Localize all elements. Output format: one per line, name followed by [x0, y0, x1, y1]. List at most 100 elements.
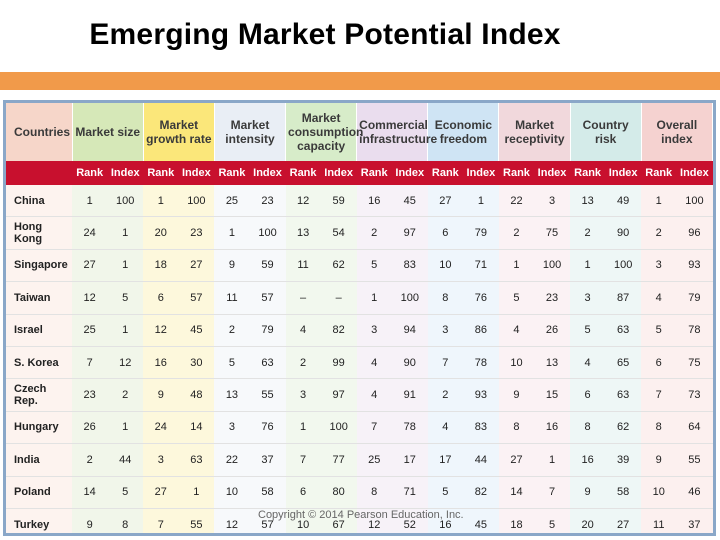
header-market-intensity: Market intensity	[214, 103, 287, 161]
rank-cell: 4	[641, 281, 677, 315]
index-cell: 75	[534, 216, 571, 250]
rank-cell: 12	[285, 185, 321, 218]
rank-cell: 3	[143, 443, 179, 477]
index-cell: 39	[605, 443, 642, 477]
index-cell: 83	[391, 249, 428, 283]
index-cell: 52	[391, 508, 428, 533]
rank-cell: 10	[427, 249, 463, 283]
rank-cell: 3	[427, 314, 463, 347]
table-row: China 1 100 1 100 25 23 12 59 16 45 27 1 22 3 13 49 1 100	[6, 185, 713, 218]
index-cell: 79	[462, 216, 499, 250]
index-cell: 45	[391, 185, 428, 218]
index-cell: 94	[391, 314, 428, 347]
index-cell: 2	[107, 378, 144, 412]
rank-cell: 7	[356, 411, 392, 445]
table-row: Poland 14 5 27 1 10 58 6 80 8 71 5 82 14 7 9 58 10 46	[6, 476, 713, 509]
index-cell: 100	[107, 185, 144, 218]
rank-cell: 1	[641, 185, 677, 218]
index-cell: –	[320, 281, 357, 315]
index-cell: 76	[249, 411, 286, 445]
rank-cell: 1	[570, 249, 606, 283]
index-cell: 62	[320, 249, 357, 283]
rank-cell: 12	[214, 508, 250, 533]
rank-cell: 6	[427, 216, 463, 250]
rank-cell: 10	[214, 476, 250, 509]
rank-cell: 27	[72, 249, 108, 283]
index-cell: 23	[178, 216, 215, 250]
rank-cell: 25	[72, 314, 108, 347]
rank-cell: 8	[570, 411, 606, 445]
rank-cell: 16	[427, 508, 463, 533]
index-cell: 1	[178, 476, 215, 509]
index-cell: 65	[605, 346, 642, 380]
rank-cell: 11	[214, 281, 250, 315]
rank-cell: 2	[72, 443, 108, 477]
header-market-growth-rate: Market growth rate	[143, 103, 215, 161]
rank-cell: 9	[641, 443, 677, 477]
index-cell: 100	[178, 185, 215, 218]
index-cell: 97	[391, 216, 428, 250]
country-name: Israel	[6, 314, 73, 347]
subheader-rank: Rank	[72, 161, 108, 185]
rank-cell: 9	[143, 378, 179, 412]
emerging-market-table: Countries Market size Market growth rate…	[6, 103, 713, 533]
index-cell: 7	[534, 476, 571, 509]
country-name: Hong Kong	[6, 216, 73, 250]
rank-cell: 22	[214, 443, 250, 477]
subheader-index: Index	[391, 161, 428, 185]
rank-cell: 8	[641, 411, 677, 445]
index-cell: 12	[107, 346, 144, 380]
index-cell: 63	[605, 378, 642, 412]
index-cell: 45	[178, 314, 215, 347]
index-cell: 1	[107, 411, 144, 445]
index-cell: 55	[178, 508, 215, 533]
rank-cell: 9	[498, 378, 534, 412]
rank-cell: 13	[285, 216, 321, 250]
copyright-notice: Copyright © 2014 Pearson Education, Inc.	[258, 509, 464, 521]
index-cell: 76	[462, 281, 499, 315]
index-cell: 57	[249, 281, 286, 315]
index-cell: 54	[320, 216, 357, 250]
subheader-index: Index	[107, 161, 144, 185]
rank-cell: 27	[427, 185, 463, 218]
rank-cell: 2	[498, 216, 534, 250]
index-cell: 59	[249, 249, 286, 283]
country-name: Czech Rep.	[6, 378, 73, 412]
rank-cell: 24	[72, 216, 108, 250]
index-cell: 5	[107, 281, 144, 315]
index-cell: 93	[462, 378, 499, 412]
header-countries: Countries	[6, 103, 73, 161]
index-cell: 5	[534, 508, 571, 533]
index-cell: 46	[676, 476, 713, 509]
rank-cell: 4	[356, 378, 392, 412]
rank-cell: 16	[356, 185, 392, 218]
rank-cell: 3	[570, 281, 606, 315]
rank-cell: 5	[570, 314, 606, 347]
index-cell: 78	[676, 314, 713, 347]
index-cell: 90	[391, 346, 428, 380]
index-cell: 14	[178, 411, 215, 445]
country-name: Poland	[6, 476, 73, 509]
subheader-rank: Rank	[143, 161, 179, 185]
rank-cell: 17	[427, 443, 463, 477]
rank-cell: 2	[427, 378, 463, 412]
subheader-index: Index	[605, 161, 642, 185]
rank-cell: 8	[498, 411, 534, 445]
rank-cell: 6	[641, 346, 677, 380]
index-cell: 23	[534, 281, 571, 315]
rank-cell: 25	[356, 443, 392, 477]
index-cell: 100	[320, 411, 357, 445]
index-cell: 55	[676, 443, 713, 477]
rank-cell: 4	[285, 314, 321, 347]
rank-cell: 10	[641, 476, 677, 509]
rank-cell: 2	[570, 216, 606, 250]
rank-cell: 8	[356, 476, 392, 509]
index-cell: 79	[676, 281, 713, 315]
rank-cell: 3	[214, 411, 250, 445]
rank-cell: –	[285, 281, 321, 315]
rank-cell: 6	[570, 378, 606, 412]
index-cell: 44	[107, 443, 144, 477]
table-row: India 2 44 3 63 22 37 7 77 25 17 17 44 27 1 16 39 9 55	[6, 443, 713, 477]
rank-cell: 5	[641, 314, 677, 347]
rank-cell: 4	[498, 314, 534, 347]
